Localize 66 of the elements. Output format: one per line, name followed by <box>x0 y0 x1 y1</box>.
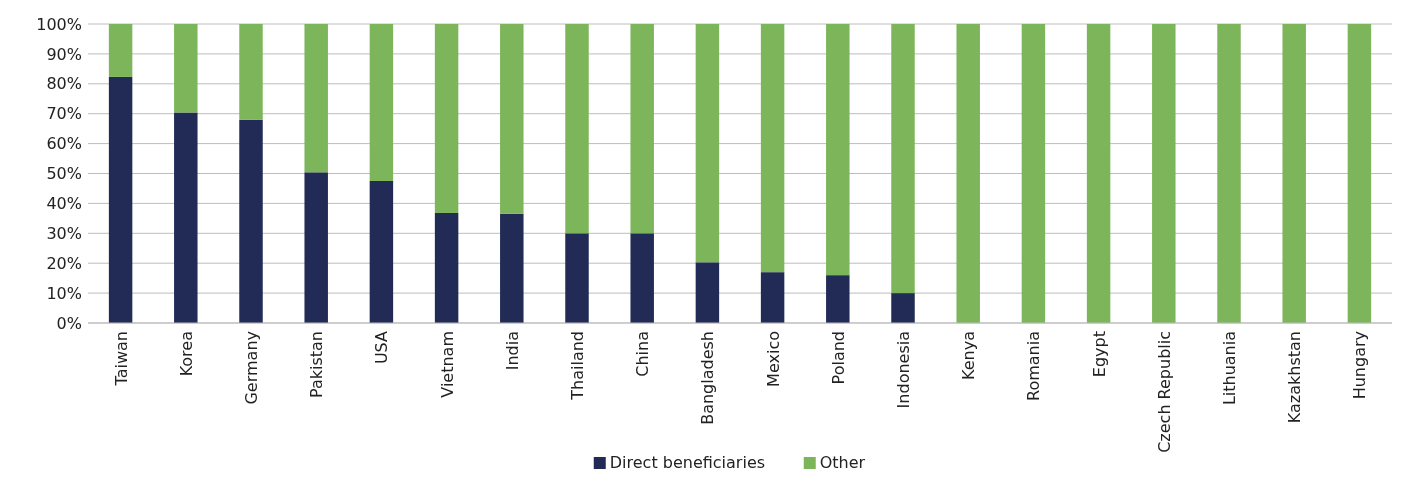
x-tick-label: Hungary <box>1350 331 1370 400</box>
bar <box>304 172 328 323</box>
x-tick-label: Taiwan <box>111 331 131 387</box>
bar <box>891 24 915 294</box>
y-tick-label: 50% <box>46 164 82 184</box>
y-tick-label: 0% <box>56 313 82 333</box>
bar <box>826 24 850 276</box>
x-tick-label: Kenya <box>959 331 979 380</box>
bar <box>565 24 589 234</box>
x-tick-label: Kazakhstan <box>1285 331 1305 424</box>
bar <box>630 24 654 234</box>
bar <box>1086 24 1111 323</box>
bar <box>695 24 720 263</box>
y-tick-label: 40% <box>46 194 82 213</box>
x-tick-label: Germany <box>242 331 261 405</box>
bar <box>108 76 133 323</box>
bar <box>434 24 459 213</box>
bar <box>239 24 263 120</box>
bar <box>500 24 524 214</box>
x-tick-label: Vietnam <box>437 331 457 398</box>
bar <box>369 180 394 323</box>
legend-label: Direct beneficiaries <box>609 453 766 472</box>
y-tick-label: 80% <box>46 74 82 94</box>
y-tick-label: 60% <box>46 134 82 154</box>
bar <box>304 24 328 173</box>
x-tick-label: USA <box>372 330 392 365</box>
bar <box>1347 24 1372 323</box>
y-tick-label: 70% <box>46 104 82 124</box>
bar <box>956 24 980 323</box>
bar <box>760 272 785 323</box>
bar <box>1282 24 1306 323</box>
bar <box>108 24 133 77</box>
x-tick-label: Bangladesh <box>698 331 718 425</box>
bar <box>239 119 263 323</box>
y-tick-label: 100% <box>36 14 82 34</box>
x-tick-label: China <box>633 331 653 377</box>
x-tick-label: Czech Republic <box>1154 331 1174 453</box>
bar <box>565 233 589 323</box>
bar <box>434 212 459 323</box>
bar <box>500 213 524 323</box>
x-tick-label: Romania <box>1024 331 1044 401</box>
x-tick-label: Mexico <box>763 331 783 387</box>
y-tick-label: 90% <box>46 44 82 64</box>
x-tick-label: Egypt <box>1089 331 1109 378</box>
bar <box>369 24 394 181</box>
bar <box>826 275 850 323</box>
y-tick-label: 30% <box>46 223 82 243</box>
bar <box>760 24 785 273</box>
bar <box>174 24 198 113</box>
y-tick-label: 20% <box>46 253 82 273</box>
x-tick-label: Pakistan <box>307 331 327 398</box>
x-tick-label: Korea <box>176 331 196 377</box>
legend-label: Other <box>819 453 866 472</box>
bar <box>174 112 198 323</box>
x-tick-label: Indonesia <box>894 331 913 409</box>
bar <box>1021 24 1046 323</box>
x-tick-label: Poland <box>828 331 848 385</box>
bar <box>1217 24 1241 323</box>
bar <box>1152 24 1176 323</box>
bar <box>891 293 915 323</box>
bar <box>695 262 720 323</box>
x-tick-label: Lithuania <box>1220 331 1239 406</box>
bar <box>630 233 654 323</box>
x-tick-label: India <box>502 331 522 371</box>
y-tick-label: 10% <box>46 283 82 303</box>
x-tick-label: Thailand <box>568 331 587 401</box>
